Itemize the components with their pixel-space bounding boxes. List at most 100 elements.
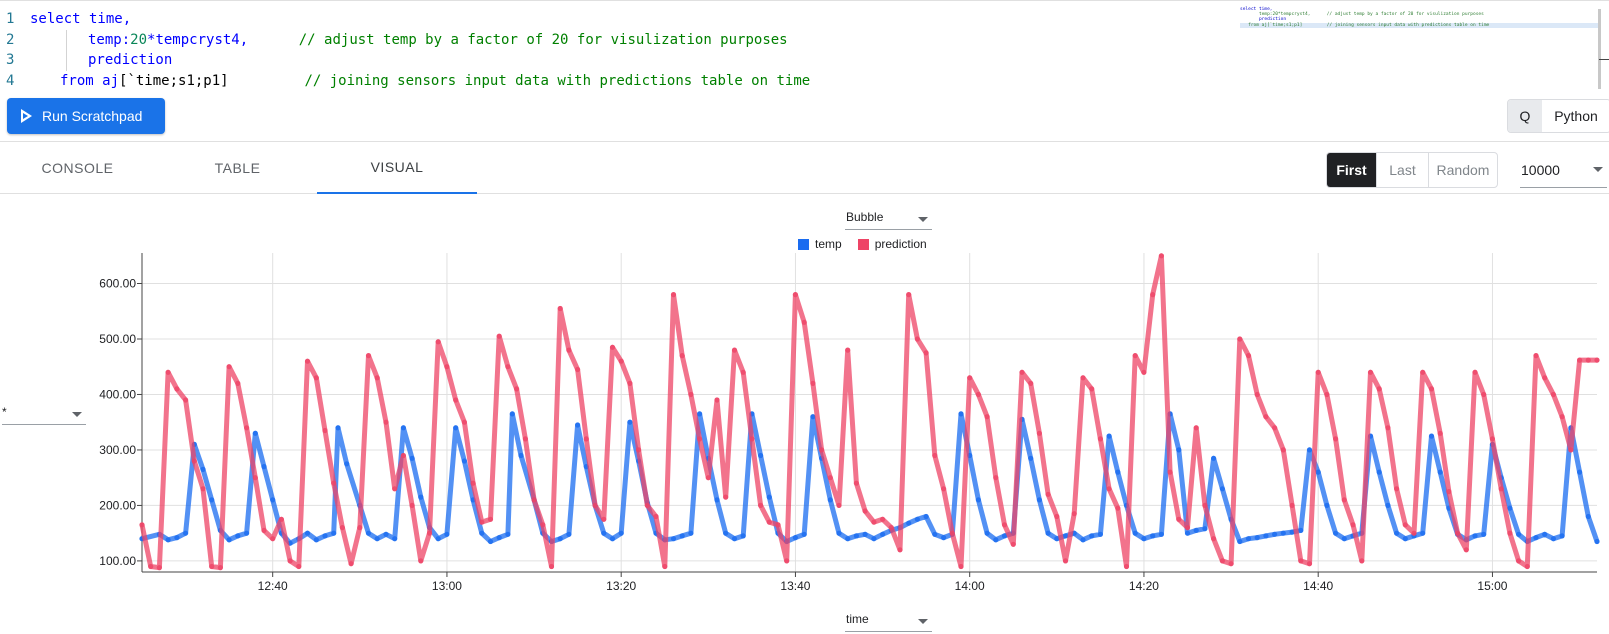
chart-type-select[interactable]: Bubble	[845, 210, 932, 230]
data-point-temp	[853, 533, 860, 539]
run-scratchpad-button[interactable]: Run Scratchpad	[7, 98, 165, 134]
data-point-temp	[1141, 536, 1147, 542]
data-point-temp	[392, 536, 398, 542]
data-point-prediction	[1455, 530, 1461, 536]
data-point-temp	[1394, 530, 1400, 536]
data-point-prediction	[1010, 541, 1016, 547]
data-point-temp	[1202, 526, 1208, 532]
minimap-line: select time,	[1240, 7, 1273, 12]
data-point-temp	[1333, 530, 1339, 536]
data-point-prediction	[601, 516, 607, 522]
y-tick-label: 400.00	[99, 387, 136, 401]
data-point-temp	[984, 530, 990, 536]
x-axis-value: time	[846, 612, 869, 626]
data-point-temp	[365, 530, 372, 536]
data-point-prediction	[984, 414, 990, 420]
data-point-prediction	[444, 364, 450, 370]
tab-console[interactable]: CONSOLE	[41, 160, 114, 176]
row-count-select[interactable]: 10000	[1520, 152, 1607, 188]
code-editor[interactable]: 1 select time, 2 temp:20*tempcryst4, // adj…	[0, 0, 1609, 92]
data-point-prediction	[914, 336, 921, 342]
data-point-temp	[461, 458, 467, 464]
data-point-prediction	[1298, 558, 1304, 564]
data-point-prediction	[1402, 522, 1408, 528]
legend-item-prediction[interactable]: prediction	[857, 237, 927, 251]
data-point-temp	[862, 531, 868, 537]
row-mode-selector: First Last Random	[1326, 152, 1498, 188]
y-tick-label: 200.00	[99, 498, 136, 512]
data-point-prediction	[435, 339, 441, 345]
y-axis-select[interactable]: *	[2, 405, 86, 425]
data-point-prediction	[1228, 561, 1234, 567]
data-point-prediction	[880, 516, 886, 522]
data-point-prediction	[1463, 547, 1469, 553]
data-point-temp	[914, 516, 921, 522]
data-point-temp	[810, 414, 816, 420]
code-lines[interactable]: 1 select time, 2 temp:20*tempcryst4, // adj…	[0, 9, 1240, 91]
data-point-prediction	[1071, 511, 1077, 517]
data-point-prediction	[217, 565, 223, 571]
data-point-prediction	[906, 292, 912, 298]
data-point-temp	[505, 531, 511, 537]
code-token: temp:	[88, 31, 131, 48]
y-axis-value: *	[2, 405, 7, 419]
data-point-prediction	[1324, 391, 1330, 398]
data-point-prediction	[348, 561, 354, 567]
data-point-temp	[766, 494, 772, 500]
x-tick-label: 13:00	[432, 579, 462, 593]
editor-minimap[interactable]: select time, temp:20*tempcryst4, // adju…	[1240, 7, 1600, 87]
data-point-temp	[792, 535, 799, 541]
data-point-prediction	[261, 527, 267, 533]
data-point-temp	[1036, 497, 1042, 503]
data-point-prediction	[383, 419, 389, 425]
data-point-prediction	[792, 292, 799, 298]
code-line[interactable]: 1 select time,	[0, 9, 1240, 30]
data-point-prediction	[1411, 530, 1417, 536]
code-line[interactable]: 4 from aj[`time;s1;p1] // joining sensors…	[0, 71, 1240, 92]
data-point-prediction	[618, 358, 624, 364]
code-line[interactable]: 3 prediction	[0, 50, 1240, 71]
data-point-temp	[1272, 531, 1278, 537]
data-point-prediction	[1167, 469, 1173, 475]
data-point-prediction	[932, 452, 938, 459]
x-tick-label: 13:40	[780, 579, 810, 593]
data-point-prediction	[1550, 391, 1556, 398]
x-tick-label: 12:40	[258, 579, 288, 593]
data-point-prediction	[174, 386, 180, 392]
code-line[interactable]: 2 temp:20*tempcryst4, // adjust temp by a…	[0, 29, 1240, 50]
data-point-prediction	[1498, 486, 1504, 492]
row-mode-first-button[interactable]: First	[1327, 153, 1377, 187]
data-point-temp	[331, 530, 337, 536]
data-point-prediction	[1184, 525, 1191, 531]
code-token: select time,	[30, 11, 132, 27]
y-tick-label: 100.00	[99, 554, 136, 568]
language-q-button[interactable]: Q	[1508, 100, 1542, 132]
data-point-prediction	[479, 519, 485, 525]
tab-table[interactable]: TABLE	[214, 160, 261, 176]
data-point-prediction	[967, 375, 973, 381]
data-point-temp	[453, 425, 459, 431]
row-mode-random-button[interactable]: Random	[1436, 162, 1490, 178]
row-mode-last-button[interactable]: Last	[1377, 153, 1429, 187]
line-number: 3	[6, 52, 15, 68]
data-point-temp	[1481, 531, 1487, 537]
minimap-line: prediction	[1240, 17, 1287, 23]
data-point-prediction	[1359, 558, 1365, 564]
data-point-temp	[400, 425, 406, 431]
data-point-prediction	[1123, 563, 1130, 570]
data-point-prediction	[1245, 353, 1252, 359]
data-point-temp	[627, 419, 633, 425]
data-point-prediction	[531, 497, 537, 503]
data-point-temp	[1080, 537, 1086, 543]
chart-legend: temp prediction	[798, 237, 927, 251]
legend-item-temp[interactable]: temp	[798, 237, 842, 251]
language-python-button[interactable]: Python	[1542, 100, 1609, 132]
data-point-temp	[235, 533, 241, 539]
data-point-temp	[1594, 538, 1600, 545]
data-point-prediction	[1036, 430, 1042, 436]
x-axis-select[interactable]: time	[845, 612, 932, 632]
tab-visual[interactable]: VISUAL	[317, 142, 477, 194]
data-point-temp	[479, 530, 485, 536]
data-point-temp	[1280, 530, 1286, 536]
editor-scrollbar[interactable]	[1598, 9, 1601, 89]
